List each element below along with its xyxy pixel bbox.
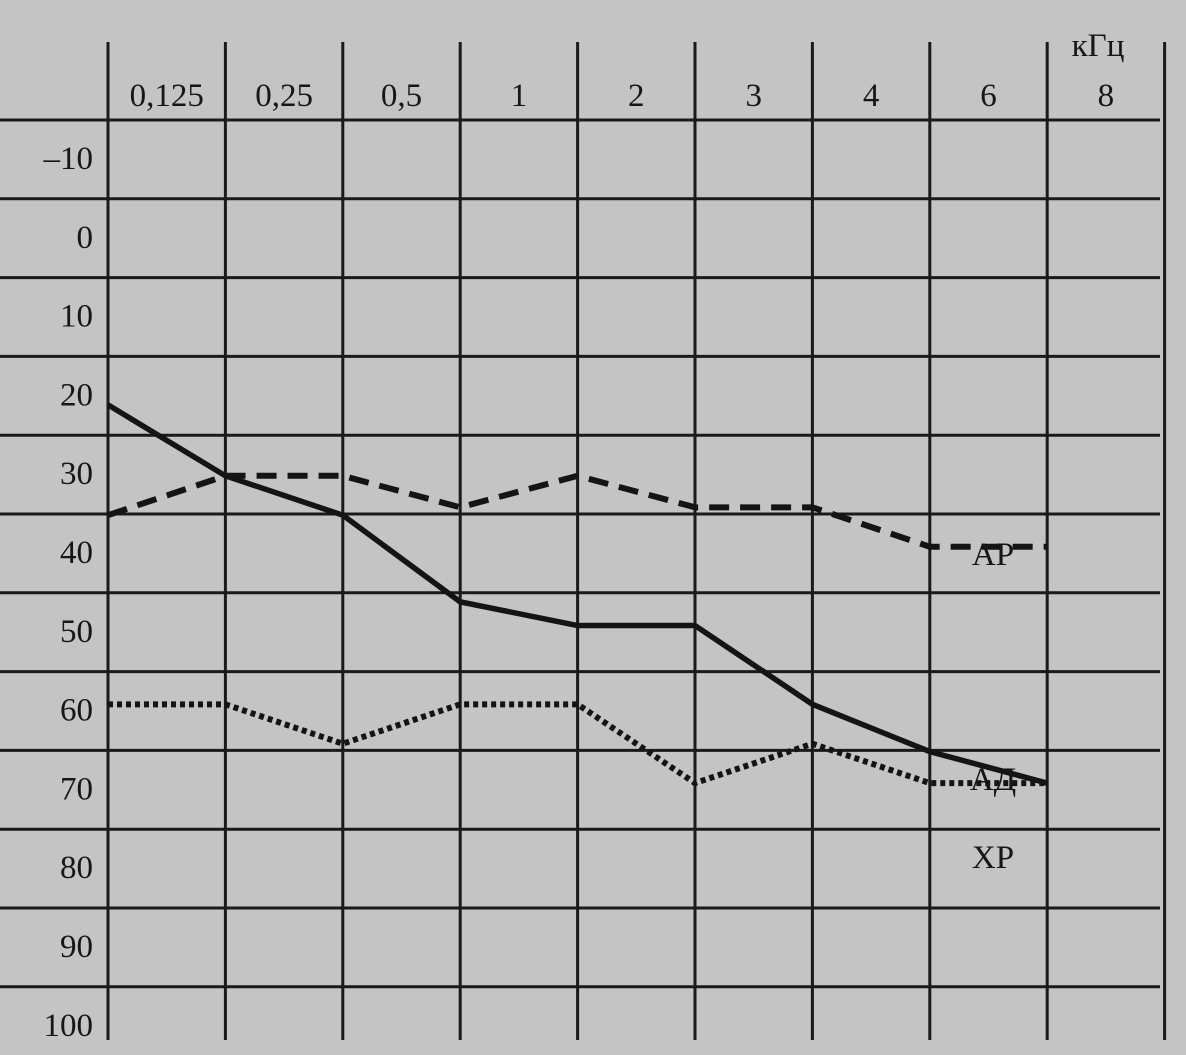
y-tick-label: 50 [60, 614, 93, 650]
y-tick-label: 0 [77, 220, 94, 256]
y-tick-label: 10 [60, 299, 93, 335]
series-lines [106, 402, 1048, 787]
y-tick-label: 60 [60, 693, 93, 729]
y-tick-label: 100 [44, 1008, 94, 1044]
y-tick-label: –10 [43, 141, 94, 177]
x-tick-label: 8 [1098, 78, 1115, 114]
x-tick-label: 0,125 [130, 78, 204, 114]
series-label: АР [972, 537, 1014, 573]
y-tick-label: 90 [60, 929, 93, 965]
y-tick-label: 20 [60, 377, 93, 413]
y-tick-labels: –10 0 10 20 30 40 50 60 70 80 90 100 [43, 141, 94, 1044]
series-line-2 [108, 701, 1048, 787]
y-tick-label: 30 [60, 456, 93, 492]
y-tick-label: 70 [60, 771, 93, 807]
x-unit-label: кГц [1072, 28, 1125, 64]
x-tick-label: 0,5 [381, 78, 422, 114]
x-tick-label: 2 [628, 78, 645, 114]
x-tick-label: 6 [980, 78, 997, 114]
series-label: ХР [972, 840, 1014, 876]
y-tick-label: 40 [60, 535, 93, 571]
series-label: АД [970, 762, 1016, 798]
x-tick-labels: 0,125 0,25 0,5 1 2 3 4 6 8 [130, 78, 1115, 114]
x-tick-label: 3 [745, 78, 762, 114]
y-tick-label: 80 [60, 850, 93, 886]
series-labels: АР АД ХР [970, 537, 1016, 876]
x-tick-label: 0,25 [255, 78, 313, 114]
x-tick-label: 4 [863, 78, 880, 114]
chart-grid [0, 42, 1167, 1040]
x-tick-label: 1 [511, 78, 528, 114]
series-line-0 [107, 472, 1048, 550]
series-line-1 [106, 402, 1048, 786]
